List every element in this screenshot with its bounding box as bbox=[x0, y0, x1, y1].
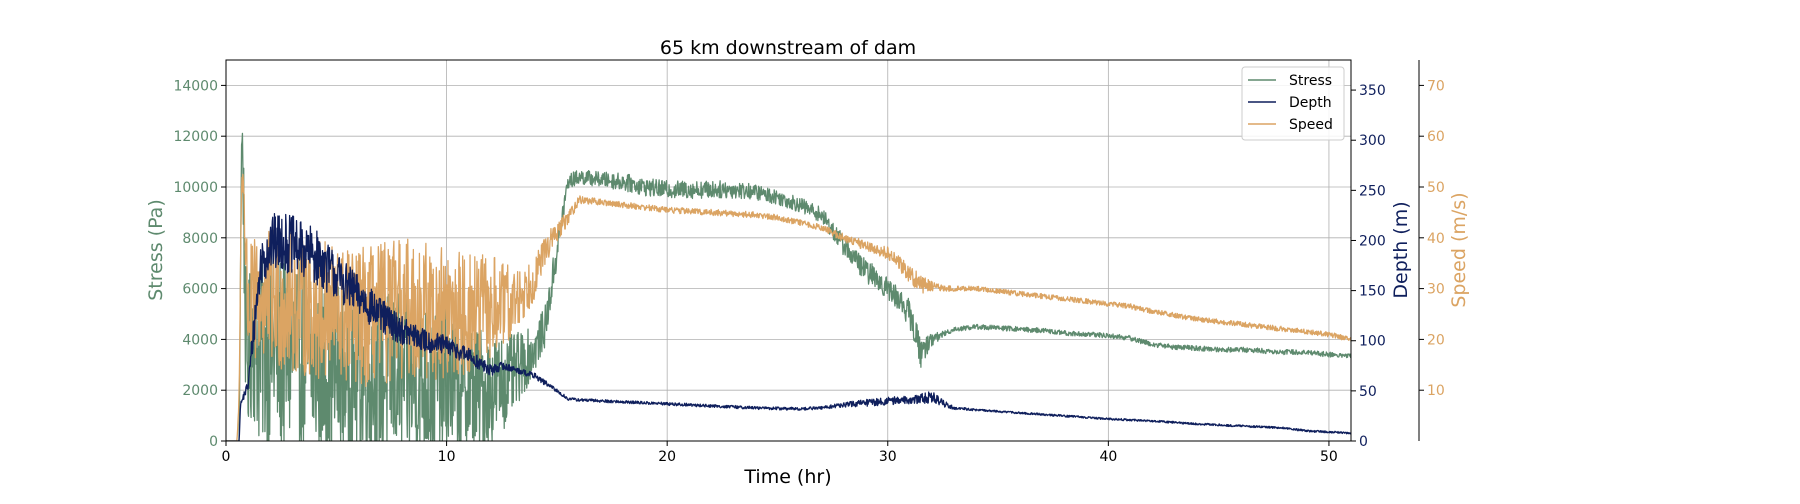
legend-stress-label: Stress bbox=[1289, 73, 1332, 89]
speed-tick-label: 40 bbox=[1427, 231, 1445, 247]
depth-axis-label: Depth (m) bbox=[1390, 201, 1412, 298]
depth-tick-label: 250 bbox=[1359, 183, 1386, 199]
legend-box bbox=[1241, 66, 1345, 141]
x-tick-label: 10 bbox=[438, 449, 456, 465]
chart-title: 65 km downstream of dam bbox=[660, 37, 916, 59]
depth-tick-label: 100 bbox=[1359, 334, 1386, 350]
stress-tick-label: 10000 bbox=[173, 180, 218, 196]
series-layer bbox=[226, 132, 1351, 441]
legend: Stress Depth Speed bbox=[1241, 66, 1345, 141]
depth-series-line bbox=[226, 213, 1351, 441]
x-tick-label: 20 bbox=[658, 449, 676, 465]
x-tick-label: 0 bbox=[222, 449, 231, 465]
speed-tick-label: 30 bbox=[1427, 282, 1445, 298]
axis-layer: 0 10 20 30 40 5002000400060008000100001200014… bbox=[173, 78, 1444, 465]
plot-frame bbox=[225, 59, 1352, 442]
depth-tick-label: 300 bbox=[1359, 133, 1386, 149]
depth-tick-label: 200 bbox=[1359, 233, 1386, 249]
depth-tick-label: 150 bbox=[1359, 284, 1386, 300]
speed-tick-label: 60 bbox=[1427, 129, 1445, 145]
stress-tick-label: 14000 bbox=[173, 78, 218, 94]
legend-speed-label: Speed bbox=[1289, 117, 1333, 133]
x-axis-label: Time (hr) bbox=[743, 466, 831, 488]
speed-series-line bbox=[226, 173, 1351, 441]
stress-tick-label: 2000 bbox=[182, 383, 218, 399]
speed-tick-label: 20 bbox=[1427, 332, 1445, 348]
stress-tick-label: 0 bbox=[209, 434, 218, 450]
x-tick-label: 50 bbox=[1320, 449, 1338, 465]
speed-tick-label: 50 bbox=[1427, 180, 1445, 196]
x-tick-label: 30 bbox=[879, 449, 897, 465]
stress-tick-label: 8000 bbox=[182, 231, 218, 247]
depth-tick-label: 50 bbox=[1359, 384, 1377, 400]
stress-tick-label: 6000 bbox=[182, 282, 218, 298]
stress-tick-label: 12000 bbox=[173, 129, 218, 145]
stress-tick-label: 4000 bbox=[182, 332, 218, 348]
depth-tick-label: 0 bbox=[1359, 434, 1368, 450]
stress-axis-label: Stress (Pa) bbox=[145, 199, 167, 301]
x-tick-label: 40 bbox=[1099, 449, 1117, 465]
legend-depth-label: Depth bbox=[1289, 95, 1332, 111]
depth-tick-label: 350 bbox=[1359, 83, 1386, 99]
speed-tick-label: 10 bbox=[1427, 383, 1445, 399]
speed-tick-label: 70 bbox=[1427, 78, 1445, 94]
speed-axis-label: Speed (m/s) bbox=[1448, 192, 1470, 307]
